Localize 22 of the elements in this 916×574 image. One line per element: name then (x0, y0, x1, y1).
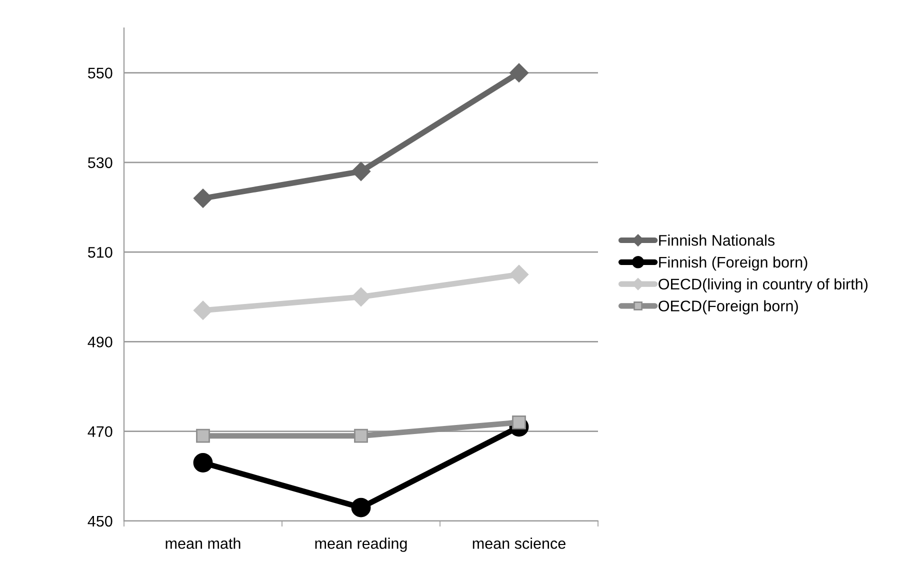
point (193, 188, 213, 208)
x-tick-label: mean math (166, 538, 240, 549)
legend-label: Finnish (Foreign born) (659, 256, 808, 271)
legend-label: Finnish Nationals (659, 234, 775, 246)
point (351, 498, 371, 518)
legend-label: OECD(Foreign born) (658, 300, 798, 314)
y-tick-label: 510 (88, 246, 112, 258)
y-tick-label: 550 (88, 68, 112, 79)
y-tick-label: 490 (88, 336, 112, 348)
point (196, 428, 210, 443)
point (509, 63, 529, 82)
point (351, 287, 371, 306)
point (193, 453, 213, 472)
legend-label: OECD(living in country of birth) (658, 278, 868, 293)
point (351, 162, 371, 181)
x-tick-label: mean reading (315, 538, 407, 552)
point (509, 264, 529, 284)
point (354, 428, 368, 443)
x-tick-label: mean science (472, 538, 566, 549)
y-tick-label: 470 (88, 426, 112, 438)
y-tick-label: 530 (88, 157, 112, 168)
y-tick-label: 450 (88, 516, 112, 527)
